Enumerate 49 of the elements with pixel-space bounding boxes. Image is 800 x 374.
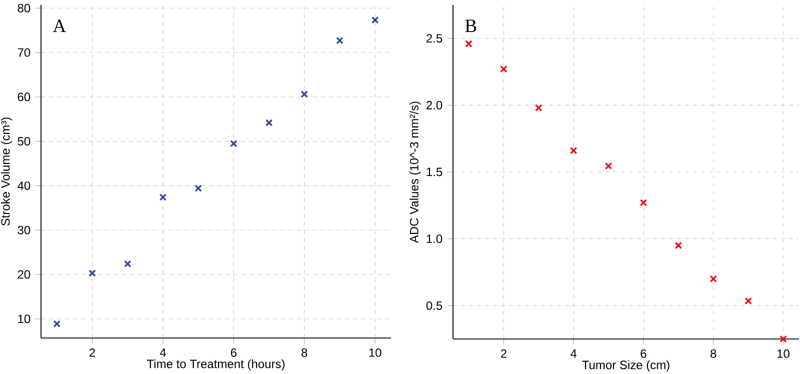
point	[159, 194, 167, 201]
x-tick-label: 2	[500, 349, 506, 358]
point	[371, 16, 379, 24]
y-tick-label: 30	[18, 226, 30, 234]
point	[640, 199, 648, 206]
point	[710, 275, 718, 283]
y-tick-label: 70	[18, 48, 30, 57]
point	[230, 140, 238, 148]
point	[336, 36, 344, 44]
y-tick-label: 10	[18, 314, 30, 324]
y-tick-label: 60	[18, 92, 30, 102]
y-tick-label: 0.5	[426, 301, 442, 310]
y-tick-label: 40	[18, 181, 30, 190]
x-tick-label: 10	[778, 349, 790, 358]
point	[674, 242, 682, 250]
y-axis-title: Stroke Volume (cm³)	[0, 118, 12, 226]
text: A	[52, 20, 66, 32]
point	[265, 118, 273, 126]
point	[780, 335, 787, 343]
point	[300, 90, 308, 98]
x-tick-label: 8	[302, 348, 308, 357]
point	[465, 40, 472, 48]
x-tick-label: 8	[710, 349, 716, 358]
x-tick-label: 2	[90, 348, 95, 357]
point	[53, 320, 61, 328]
x-tick-label: 6	[230, 348, 236, 357]
x-axis-title: Time to Treatment (hours)	[147, 359, 284, 371]
y-tick-label: 1.5	[426, 168, 442, 176]
point	[604, 162, 612, 170]
x-tick-label: 4	[570, 349, 577, 358]
point	[124, 260, 132, 268]
y-tick-label: 2.5	[426, 34, 442, 43]
y-tick-label: 2.0	[426, 100, 442, 110]
point	[534, 104, 542, 112]
point	[500, 65, 508, 73]
x-tick-label: 4	[160, 348, 166, 357]
point	[744, 297, 752, 305]
y-axis-title: ADC Values (10^-3 mm²/s)	[410, 102, 421, 244]
x-axis-title: Tumor Size (cm)	[582, 360, 670, 372]
point	[88, 269, 96, 277]
y-tick-label: 1.0	[426, 234, 442, 244]
text: B	[465, 20, 476, 32]
x-tick-label: 6	[640, 349, 646, 358]
y-tick-label: 80	[18, 4, 30, 12]
y-tick-label: 20	[18, 270, 30, 279]
point	[570, 146, 578, 154]
y-tick-label: 50	[18, 137, 30, 146]
x-tick-label: 10	[369, 348, 382, 357]
point	[194, 184, 202, 192]
